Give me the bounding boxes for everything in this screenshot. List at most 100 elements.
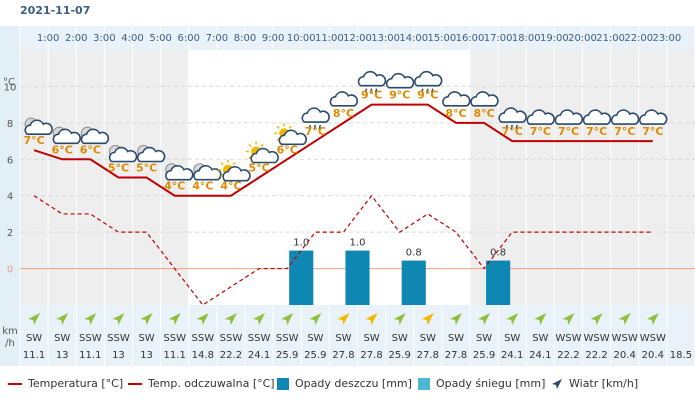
y-tick-label: 2 [7,228,13,239]
y-tick-label: 0 [7,265,13,276]
cloud-shape [278,129,307,146]
temperature-label: 6°C [80,143,101,156]
wind-arrow-icon [646,313,659,325]
wind-direction: SSW [107,333,130,344]
sun-ray [220,162,224,166]
cloud-shape [52,128,81,145]
rain-drop [431,88,434,93]
wind-direction: SSW [276,333,299,344]
cloud-shape [193,164,222,181]
temperature-label: 5°C [136,162,157,175]
wind-speed: 22.2 [557,350,579,361]
wind-speed: 25.9 [389,350,411,361]
legend-temperature-swatch [8,383,22,385]
y-tick-label: 10 [4,82,17,93]
wind-arrow-icon [309,313,322,325]
rain-bar [401,260,426,305]
legend-feels-like: Temp. odczuwalna [°C] [128,377,275,390]
hour-label: 21:00 [596,33,625,44]
wind-arrow-icon [281,313,294,325]
legend-feels-like-swatch [128,383,142,385]
hour-label: 7:00 [206,33,228,44]
wind-speed: 13 [56,350,69,361]
wind-arrow-icon [168,313,181,325]
cloud-shape [554,109,584,125]
rain-drop [369,88,373,93]
rain-cloud-icon [357,70,387,93]
temperature-label: 7°C [558,125,579,138]
cloud-shape [639,109,668,125]
wind-unit-top: km [2,326,18,337]
wind-speed: 25.9 [276,350,298,361]
wind-direction: SW [476,333,492,344]
cloud-shape [250,147,279,164]
legend-rain: Opady deszczu [mm] [277,377,412,390]
cloud-shape [414,70,443,87]
temperature-label: 6°C [277,143,298,156]
wind-arrow-icon [337,313,350,325]
wind-direction: WSW [555,333,581,344]
cloud-icon [329,91,359,107]
rain-cloud-icon [301,107,330,130]
rain-bar [289,250,314,305]
hour-label: 9:00 [262,33,284,44]
cloud-shape [610,109,640,125]
hour-label: 12:00 [343,33,372,44]
wind-speed: 24.1 [248,350,270,361]
moon-cloud-icon [52,126,81,145]
rain-drop [505,124,508,130]
moon-cloud-icon [165,163,194,181]
chart-legend: Temperatura [°C] Temp. odczuwalna [°C] O… [0,371,695,399]
rain-drop [510,124,513,130]
wind-speed: 11.1 [164,350,186,361]
wind-arrow-icon [393,313,406,325]
wind-arrow-icon [590,313,603,325]
rain-bar-label: 1.0 [293,238,309,249]
legend-feels-like-label: Temp. odczuwalna [°C] [148,377,275,390]
hour-label: 8:00 [234,33,256,44]
moon-cloud-icon [108,145,138,163]
wind-direction: SW [448,333,464,344]
temperature-line [33,103,653,197]
sun-cloud-icon [217,159,251,182]
wind-direction: SW [532,333,548,344]
cloud-shape [222,165,251,182]
rain-drop [421,88,424,93]
hour-label: 13:00 [371,33,400,44]
rain-bar-label: 0.8 [490,248,506,259]
wind-arrow-icon [224,313,237,325]
cloud-shape [80,128,110,145]
sun-ray [232,162,236,166]
hour-label: 19:00 [540,33,569,44]
sun-ray [260,143,264,148]
temperature-label: 7°C [502,125,523,138]
wind-direction: WSW [584,333,610,344]
cloud-icon [639,109,668,125]
cloud-icon [582,109,612,125]
sun-cloud-icon [274,123,307,146]
wind-arrow-icon [478,313,491,325]
sun-ray [276,125,280,129]
forecast-date: 2021-11-07 [20,4,91,17]
wind-unit-bottom: /h [5,338,15,349]
wind-speed: 20.4 [642,350,664,361]
hour-label: 4:00 [121,33,143,44]
moon-cloud-icon [80,126,110,145]
hour-label: 18:00 [512,33,541,44]
wind-arrow-icon [552,379,562,389]
temperature-label: 8°C [333,107,354,120]
wind-direction: WSW [640,333,666,344]
wind-speed: 24.1 [501,350,523,361]
rain-drop [308,124,312,130]
wind-direction: SW [26,333,42,344]
cloud-icon [470,91,499,107]
cloud-shape [301,107,330,123]
cloud-shape [165,164,194,181]
hour-label: 5:00 [149,33,171,44]
hour-label: 20:00 [568,33,597,44]
wind-direction: SSW [192,333,215,344]
wind-speed: 11.1 [79,350,101,361]
wind-arrow-icon [84,313,97,325]
temperature-label: 7°C [614,125,635,138]
cloud-icon [385,72,415,89]
